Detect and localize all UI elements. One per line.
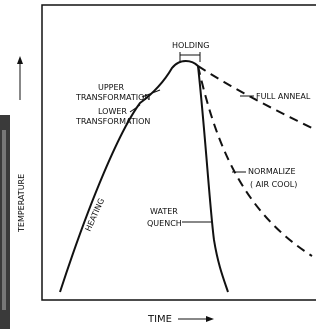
- lower-label: LOWER: [98, 107, 127, 116]
- water-quench-curve: [198, 66, 228, 292]
- upper-label: TRANSFORMATION: [75, 93, 150, 102]
- full-anneal-label: FULL ANNEAL: [256, 92, 311, 101]
- normalize-label: NORMALIZE: [248, 167, 296, 176]
- photo-strip-detail: [2, 130, 6, 310]
- upper-label: UPPER: [98, 83, 125, 92]
- y-arrowhead: [17, 56, 23, 64]
- diagram: TEMPERATURE TIME HOLDING UPPER TRANSFORM…: [0, 0, 316, 329]
- normalize-label: ( AIR COOL): [250, 180, 297, 189]
- x-axis-label: TIME: [147, 314, 172, 325]
- y-axis-label: TEMPERATURE: [17, 174, 26, 233]
- holding-label: HOLDING: [172, 41, 209, 50]
- x-arrowhead: [206, 316, 214, 322]
- water-quench-label: WATER: [150, 207, 178, 216]
- lower-label: TRANSFORMATION: [75, 117, 150, 126]
- water-quench-label: QUENCH: [147, 219, 182, 228]
